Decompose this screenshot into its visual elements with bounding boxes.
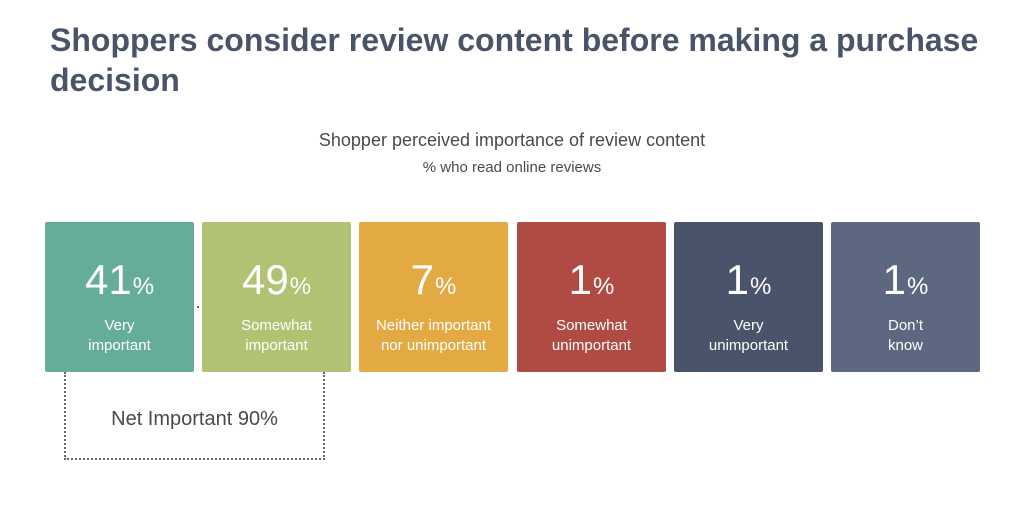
tile-label: Very unimportant	[708, 317, 789, 354]
tile-value-unit: %	[132, 273, 155, 300]
tile-value-number: 49	[241, 256, 289, 303]
chart-subtitle: % who read online reviews	[422, 159, 602, 176]
value-tile: 7% Neither important nor unimportant	[359, 222, 508, 372]
tile-value: 1%	[517, 258, 666, 312]
tile-value-number: 1	[568, 256, 592, 303]
value-tile: 41% Very important	[45, 222, 194, 372]
value-tile: 49% Somewhat important	[202, 222, 351, 372]
net-important-label: Net Important 90%	[111, 408, 278, 430]
tile-value-unit: %	[907, 273, 929, 300]
tile-value: 7%	[359, 258, 508, 312]
value-tiles: 41% Very important 49% Somewhat important 7% Ne…	[45, 222, 980, 372]
tile-label: Very important	[88, 317, 151, 354]
tile-value-number: 7	[410, 256, 434, 303]
value-tile: 1% Somewhat unimportant	[517, 222, 666, 372]
separator-dot	[197, 306, 199, 308]
tile-value-unit: %	[750, 273, 772, 300]
tile-value-number: 1	[882, 256, 906, 303]
tile-label: Neither important nor unimportant	[375, 317, 492, 354]
page-title: Shoppers consider review content before …	[50, 22, 979, 98]
value-tile: 1% Very unimportant	[674, 222, 823, 372]
tile-value: 1%	[674, 258, 823, 312]
chart-title: Shopper perceived importance of review c…	[318, 130, 706, 150]
tile-value-number: 41	[84, 256, 132, 303]
tile-label: Somewhat important	[241, 317, 312, 354]
tile-value: 49%	[202, 258, 351, 312]
value-tile: 1% Don’t know	[831, 222, 980, 372]
net-important-bracket	[64, 372, 325, 460]
tile-value: 1%	[831, 258, 980, 312]
tile-value-number: 1	[725, 256, 749, 303]
tile-value-unit: %	[593, 273, 615, 300]
tile-label: Somewhat unimportant	[551, 317, 632, 354]
tile-value-unit: %	[435, 273, 457, 300]
tile-label: Don’t know	[887, 317, 924, 354]
tile-value-unit: %	[289, 273, 312, 300]
tile-value: 41%	[45, 258, 194, 312]
